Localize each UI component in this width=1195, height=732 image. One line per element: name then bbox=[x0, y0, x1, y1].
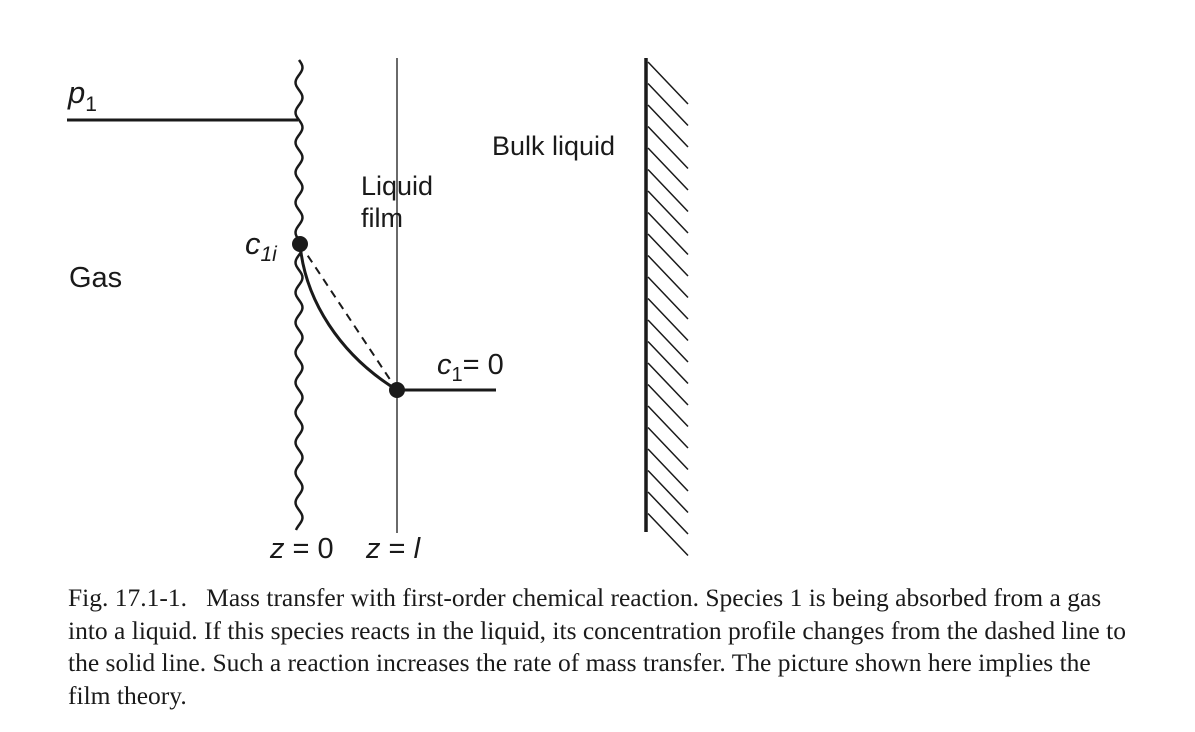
p1-label: p1 bbox=[67, 75, 97, 116]
hatch-line bbox=[647, 211, 689, 256]
gas-liquid-interface bbox=[294, 59, 304, 531]
hatch-line bbox=[647, 469, 689, 514]
hatch-line bbox=[647, 340, 689, 385]
film-theory-diagram: p1 Gas c1i Liquid film Bulk liquid c1= 0… bbox=[67, 58, 689, 565]
caption-text: Mass transfer with first-order chemical … bbox=[68, 583, 1126, 710]
z-equals-0-label: z = 0 bbox=[269, 533, 334, 565]
hatch-line bbox=[647, 448, 689, 492]
film-edge-concentration-point bbox=[389, 382, 405, 398]
hatch-line bbox=[647, 405, 689, 449]
gas-label: Gas bbox=[69, 262, 122, 294]
hatch-line bbox=[647, 125, 689, 170]
hatch-line bbox=[647, 168, 689, 213]
hatch-line bbox=[647, 512, 689, 557]
hatch-line bbox=[647, 297, 689, 342]
figure-caption: Fig. 17.1-1. Mass transfer with first-or… bbox=[68, 582, 1133, 712]
hatch-line bbox=[647, 362, 689, 406]
figure-number: Fig. 17.1-1. bbox=[68, 583, 188, 612]
bulk-liquid-label: Bulk liquid bbox=[492, 131, 615, 161]
hatch-line bbox=[647, 276, 689, 320]
liquid-film-label-line2: film bbox=[361, 203, 403, 233]
hatch-line bbox=[647, 426, 689, 471]
hatch-line bbox=[647, 254, 689, 299]
c1i-label: c1i bbox=[245, 226, 278, 266]
hatch-line bbox=[647, 104, 689, 148]
hatch-line bbox=[647, 491, 689, 535]
hatch-line bbox=[647, 147, 689, 191]
interface-concentration-point bbox=[292, 236, 308, 252]
solid-concentration-profile bbox=[298, 243, 398, 392]
c1-zero-label: c1= 0 bbox=[437, 349, 504, 386]
hatch-line bbox=[647, 383, 689, 428]
hatch-line bbox=[647, 61, 689, 105]
dashed-concentration-profile bbox=[299, 243, 398, 391]
hatch-line bbox=[647, 190, 689, 234]
hatch-line bbox=[647, 319, 689, 363]
z-equals-l-label: z = l bbox=[365, 533, 422, 565]
wall-hatching bbox=[647, 61, 689, 557]
hatch-line bbox=[647, 82, 689, 127]
hatch-line bbox=[647, 233, 689, 277]
liquid-film-label-line1: Liquid bbox=[361, 171, 433, 201]
